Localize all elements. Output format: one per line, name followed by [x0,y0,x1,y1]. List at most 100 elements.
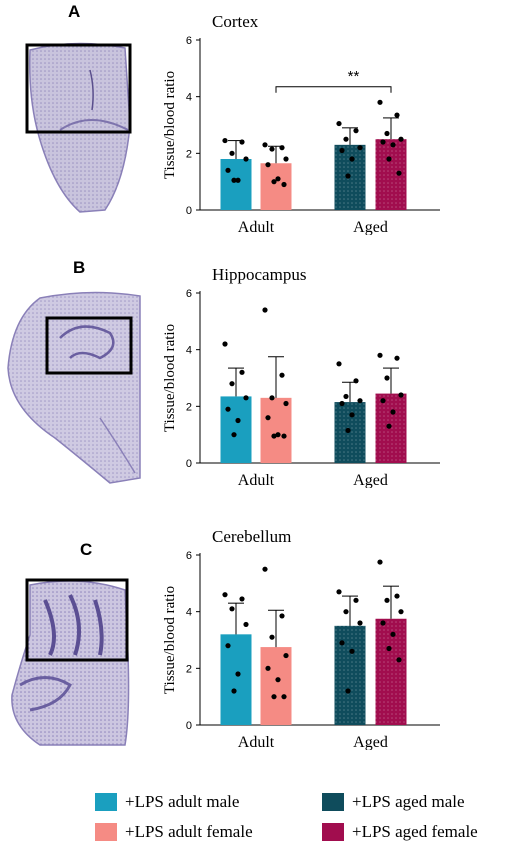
data-point [384,597,390,603]
chart-title: Cortex [212,12,259,31]
data-point [336,361,342,367]
data-point [386,645,392,652]
data-point [271,694,277,700]
data-point [349,412,355,418]
data-point [231,177,237,183]
data-point [243,395,249,401]
x-category-label: Aged [353,734,388,750]
y-tick-label: 2 [186,401,192,413]
data-point [345,427,351,434]
data-point [271,179,277,185]
data-point [357,620,363,626]
data-point [336,589,342,595]
data-point [345,688,351,694]
data-point [343,609,349,615]
data-point [243,621,249,628]
data-point [275,176,281,182]
data-point [281,433,287,439]
bar-lps-aged-male [334,402,366,463]
data-point [339,400,345,407]
y-tick-label: 4 [186,92,192,104]
data-point [269,146,275,152]
bar-lps-adult-male [220,634,252,725]
significance-bracket [275,86,392,93]
y-tick-label: 6 [186,288,192,300]
data-point [239,139,245,145]
legend-label-adult-female: +LPS adult female [125,822,253,841]
data-point [396,170,402,176]
data-point [353,128,359,134]
data-point [229,381,235,387]
data-point [349,648,355,654]
legend-label-adult-male: +LPS adult male [125,792,240,811]
data-point [222,592,228,598]
data-point [265,415,271,421]
data-point [275,677,281,683]
data-point [265,665,271,671]
data-point [225,643,231,649]
y-axis-label: Tissue/blood ratio [162,71,178,179]
data-point [235,417,241,424]
data-point [357,145,363,151]
data-point [265,162,271,168]
data-point [269,634,275,640]
x-category-label: Adult [238,472,275,488]
data-point [283,652,289,659]
data-point [279,613,285,619]
data-point [231,432,237,438]
data-point [262,566,268,572]
data-point [343,136,349,142]
x-category-label: Adult [238,219,275,235]
panel-letter-c: C [80,540,93,559]
cortex-region-box [25,43,132,134]
chart-legend: +LPS adult male +LPS aged male +LPS adul… [0,790,518,850]
cerebellum-section-image [11,578,130,746]
legend-item-aged-male: +LPS aged male [322,792,465,812]
data-point [353,378,359,384]
y-tick-label: 0 [186,458,192,470]
chart-title: Hippocampus [212,265,306,284]
bar-lps-aged-male [334,625,366,725]
cortex-section-image [25,42,132,213]
data-point [343,393,349,400]
legend-swatch-adult-female [95,823,117,841]
data-point [384,130,390,137]
data-point [279,372,285,378]
bar-lps-aged-female [375,618,407,725]
data-point [239,369,245,375]
data-point [229,150,235,156]
data-point [271,433,277,439]
cerebellum-region-box [25,578,129,662]
data-point [377,559,383,565]
data-point [235,177,241,183]
data-point [222,341,228,347]
data-point [262,142,268,148]
y-tick-label: 6 [186,550,192,562]
data-point [377,99,383,105]
legend-label-aged-female: +LPS aged female [352,822,478,841]
y-axis-label: Tissue/blood ratio [162,586,178,694]
panel-letter-b: B [73,258,86,277]
legend-swatch-aged-female [322,823,344,841]
data-point [281,694,287,700]
legend-label-aged-male: +LPS aged male [352,792,465,811]
data-point [398,136,404,142]
data-point [336,120,342,127]
significance-label: ** [348,68,360,85]
data-point [398,609,404,615]
data-point [275,432,281,438]
data-point [394,112,400,118]
data-point [384,375,390,381]
data-point [386,423,392,429]
y-tick-label: 0 [186,720,192,732]
data-point [243,156,249,162]
data-point [262,307,268,313]
chart-title: Cerebellum [212,527,291,546]
data-point [349,156,355,162]
y-tick-label: 4 [186,345,192,357]
y-axis-label: Tissue/blood ratio [162,324,178,432]
bar-lps-adult-male [220,396,252,463]
hippocampus-chart: Hippocampus Tissue/blood ratio 0 2 4 6 Adult Ag… [162,265,440,488]
bar-lps-adult-male [220,159,252,210]
legend-item-adult-male: +LPS adult male [95,792,239,812]
